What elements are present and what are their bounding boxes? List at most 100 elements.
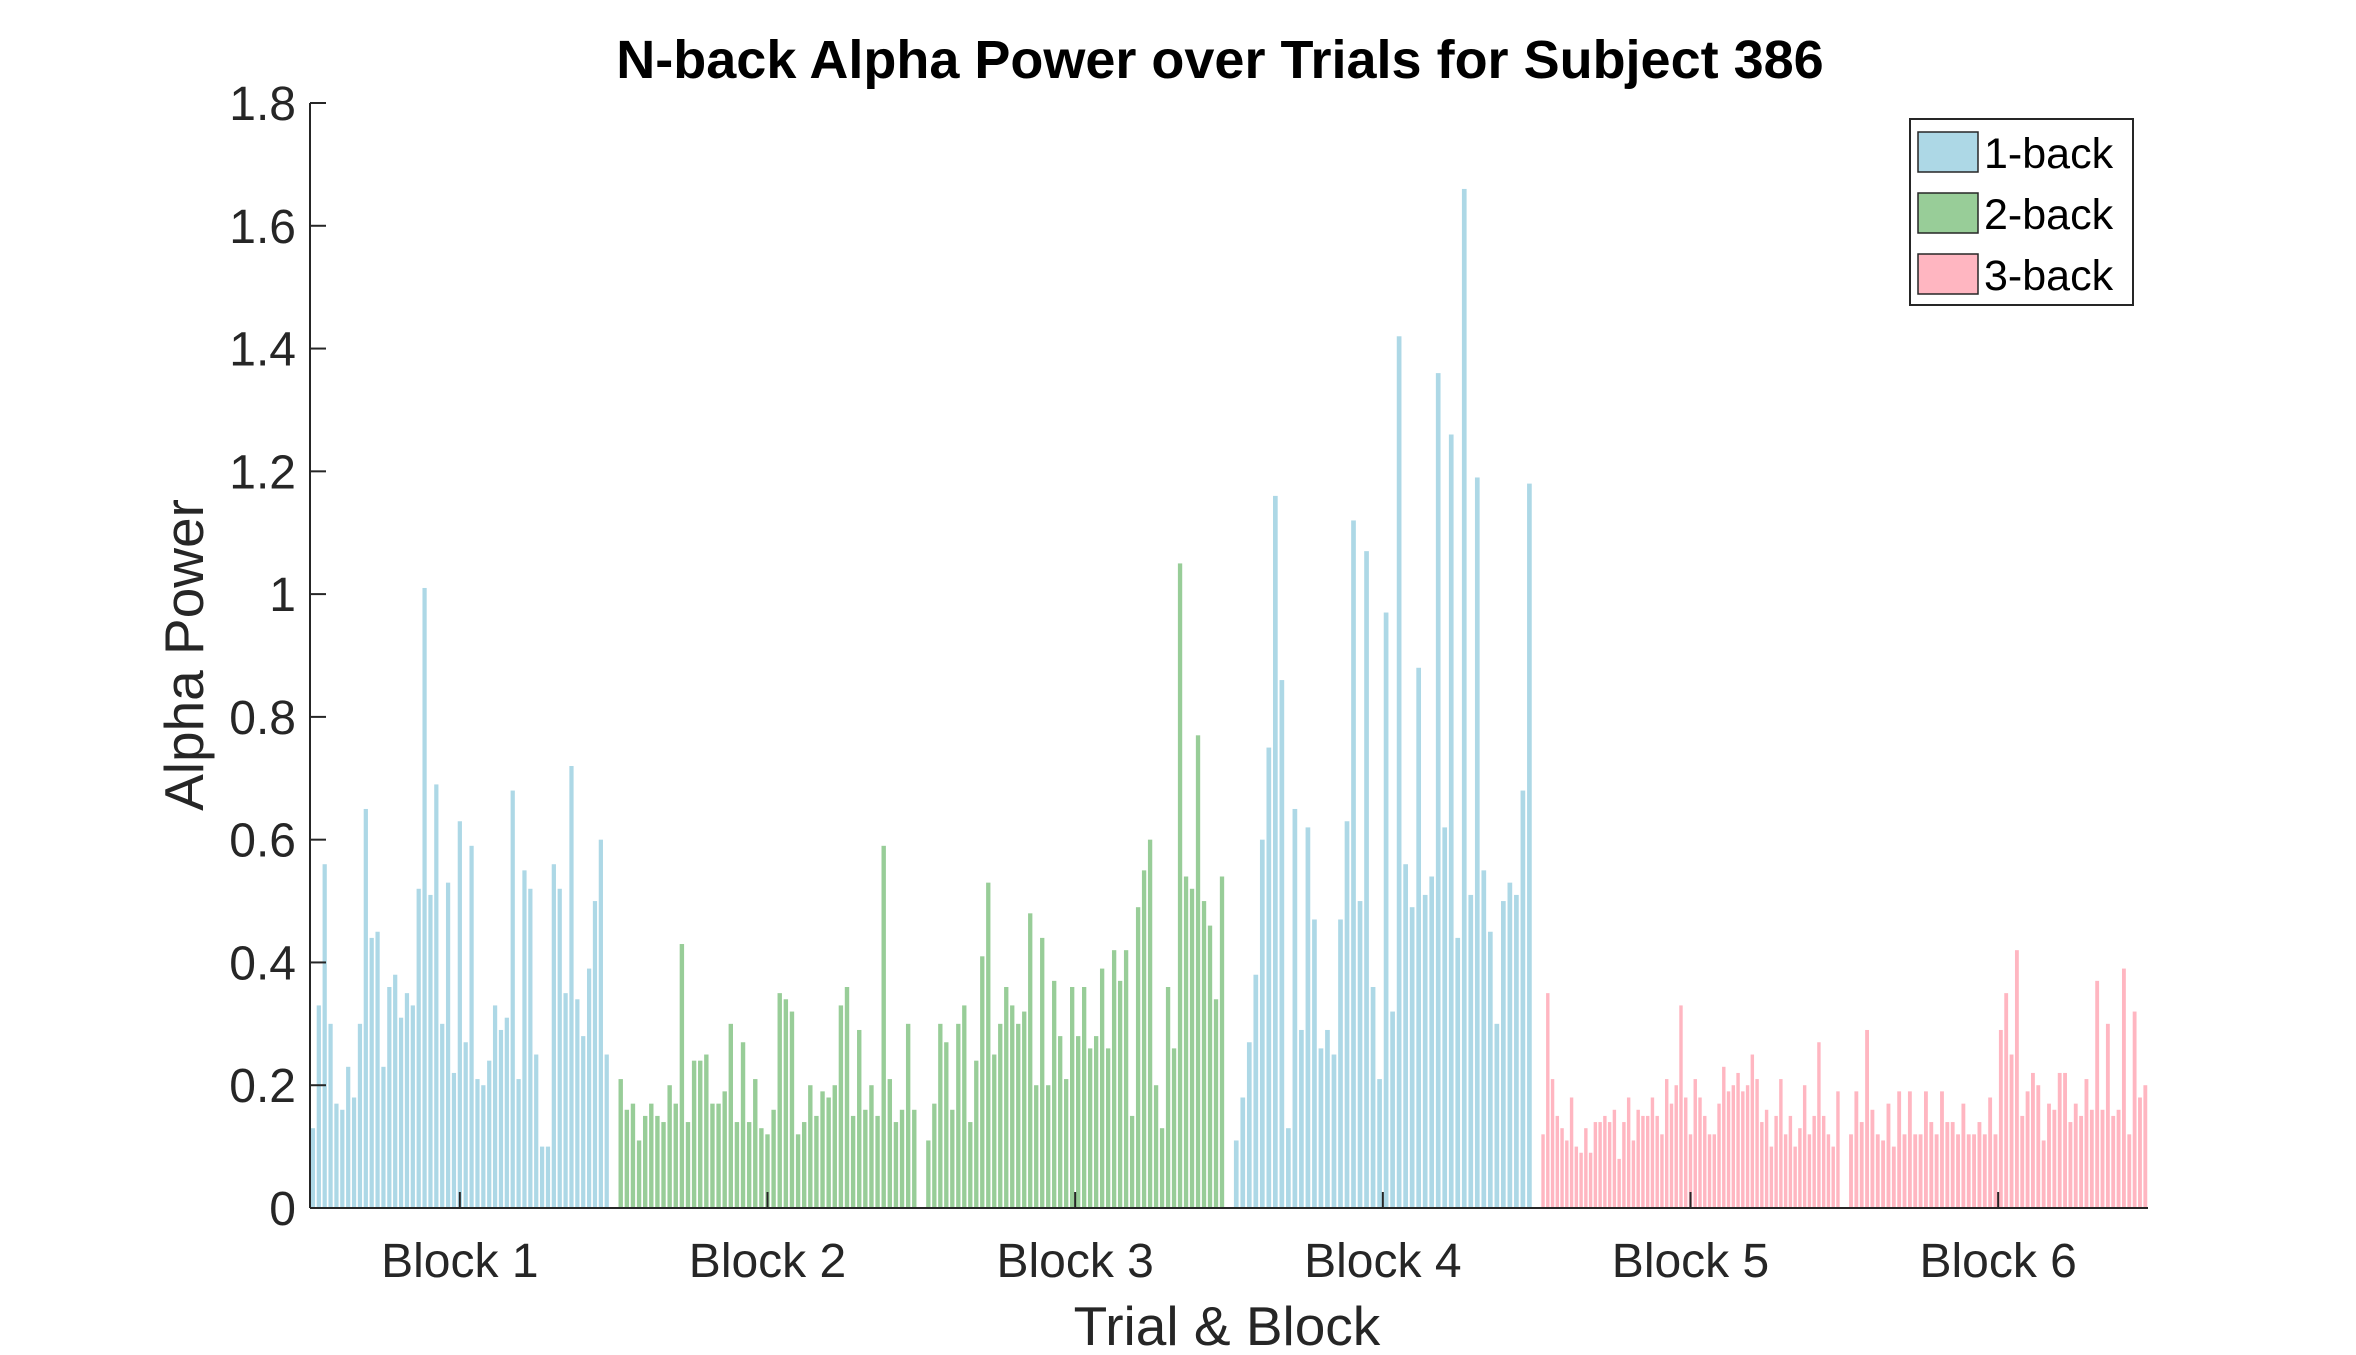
bar-block5-trial46 (1755, 1079, 1759, 1208)
bar-block2-trial45 (887, 1079, 893, 1208)
bar-block5-trial53 (1788, 1115, 1793, 1208)
bar-block5-trial8 (1574, 1146, 1579, 1208)
bar-block1-trial14 (387, 987, 392, 1208)
bar-block5-trial43 (1741, 1091, 1745, 1208)
bar-block5-trial12 (1593, 1122, 1598, 1208)
bar-block4-trial12 (1305, 827, 1311, 1208)
bar-block4-trial25 (1390, 1011, 1395, 1208)
bar-block2-trial5 (642, 1115, 648, 1208)
bar-block5-trial37 (1712, 1134, 1716, 1208)
bar-block2-trial44 (881, 845, 886, 1208)
bar-block4-trial15 (1325, 1029, 1330, 1208)
bar-block5-trial51 (1779, 1079, 1783, 1208)
bar-block4-trial30 (1422, 894, 1428, 1208)
bar-block1-trial16 (398, 1017, 404, 1208)
bar-block6-trial44 (2079, 1115, 2084, 1208)
bar-block2-trial13 (691, 1060, 697, 1208)
bar-block5-trial22 (1641, 1115, 1645, 1208)
bar-block5-trial34 (1698, 1097, 1702, 1208)
bar-block4-trial45 (1520, 790, 1526, 1208)
bar-block4-trial35 (1455, 937, 1461, 1208)
bar-block3-trial41 (1165, 987, 1171, 1208)
bar-block3-trial31 (1105, 1048, 1111, 1208)
bar-block4-trial34 (1448, 434, 1454, 1208)
bar-block5-trial59 (1817, 1042, 1821, 1208)
bar-block1-trial43 (557, 888, 562, 1208)
bar-block2-trial46 (893, 1122, 899, 1208)
bar-block1-trial40 (539, 1146, 545, 1208)
bar-block4-trial17 (1338, 919, 1343, 1208)
x-axis-label: Trial & Block (1074, 1295, 1381, 1350)
bar-block3-trial30 (1099, 968, 1105, 1208)
bar-block6-trial29 (1998, 1029, 2003, 1208)
bar-block6-trial25 (1977, 1122, 1982, 1208)
bar-block1-trial20 (422, 587, 427, 1208)
bar-block2-trial35 (826, 1097, 831, 1208)
bar-block3-trial47 (1201, 901, 1207, 1208)
bar-block6-trial47 (2095, 980, 2100, 1208)
bar-block2-trial8 (661, 1122, 666, 1208)
bar-block3-trial5 (950, 1109, 955, 1208)
bar-block6-trial36 (2036, 1085, 2041, 1208)
y-tick-label: 0.8 (229, 692, 296, 745)
y-tick-label: 1.8 (229, 78, 296, 131)
bar-block1-trial15 (393, 974, 398, 1208)
bar-block5-trial10 (1584, 1128, 1588, 1208)
bar-block2-trial31 (801, 1122, 807, 1208)
bar-block2-trial37 (838, 1005, 844, 1208)
bar-block5-trial20 (1631, 1140, 1636, 1208)
bar-block1-trial48 (586, 968, 592, 1208)
bar-block4-trial46 (1527, 483, 1532, 1208)
bar-block2-trial17 (716, 1103, 721, 1208)
y-tick-label: 1 (269, 569, 296, 622)
bar-block2-trial21 (740, 1042, 746, 1208)
bar-block2-trial22 (746, 1122, 752, 1208)
bar-block3-trial21 (1046, 1085, 1051, 1208)
bar-block3-trial2 (932, 1103, 937, 1208)
bar-block1-trial46 (575, 999, 580, 1208)
bar-block4-trial8 (1279, 680, 1285, 1208)
bar-block1-trial33 (498, 1029, 504, 1208)
bar-block3-trial23 (1058, 1036, 1063, 1208)
bar-block3-trial42 (1171, 1048, 1177, 1208)
bar-block4-trial29 (1416, 667, 1422, 1208)
bar-block1-trial31 (487, 1060, 492, 1208)
bar-block5-trial25 (1655, 1115, 1659, 1208)
bar-block6-trial2 (1854, 1091, 1859, 1208)
bar-block3-trial46 (1195, 735, 1201, 1208)
bar-block6-trial19 (1945, 1122, 1950, 1208)
bar-block1-trial11 (369, 937, 374, 1208)
y-tick-label: 0.4 (229, 937, 296, 990)
bar-block5-trial62 (1831, 1146, 1835, 1208)
bar-block5-trial21 (1636, 1109, 1640, 1208)
bar-block2-trial26 (771, 1109, 776, 1208)
y-tick-label: 1.4 (229, 324, 296, 377)
bar-block1-trial39 (534, 1054, 539, 1208)
bar-block6-trial12 (1907, 1091, 1912, 1208)
legend-label-3-back: 3-back (1984, 252, 2114, 300)
bar-block4-trial33 (1442, 827, 1448, 1208)
bar-block5-trial63 (1836, 1091, 1840, 1208)
bar-block5-trial38 (1717, 1103, 1721, 1208)
bar-block3-trial48 (1207, 925, 1213, 1208)
bar-block4-trial36 (1461, 188, 1467, 1208)
bar-block2-trial49 (912, 1109, 917, 1208)
bar-block1-trial23 (440, 1023, 445, 1208)
bar-block4-trial42 (1501, 901, 1506, 1208)
legend-label-2-back: 2-back (1984, 191, 2114, 239)
bar-block1-trial28 (469, 845, 474, 1208)
bar-block6-trial54 (2132, 1011, 2137, 1208)
bar-block1-trial18 (410, 1005, 415, 1208)
y-tick-label: 1.6 (229, 201, 296, 254)
bar-block3-trial15 (1010, 1005, 1015, 1208)
bar-block1-trial47 (581, 1036, 586, 1208)
x-tick-label-block-3: Block 3 (996, 1235, 1153, 1288)
bar-block6-trial40 (2057, 1072, 2062, 1208)
bar-block6-trial35 (2031, 1072, 2035, 1208)
bar-block5-trial28 (1669, 1103, 1674, 1208)
bar-block3-trial25 (1070, 987, 1075, 1208)
bar-block3-trial24 (1064, 1079, 1069, 1208)
bar-block1-trial42 (551, 864, 556, 1208)
bar-block1-trial8 (351, 1097, 357, 1208)
